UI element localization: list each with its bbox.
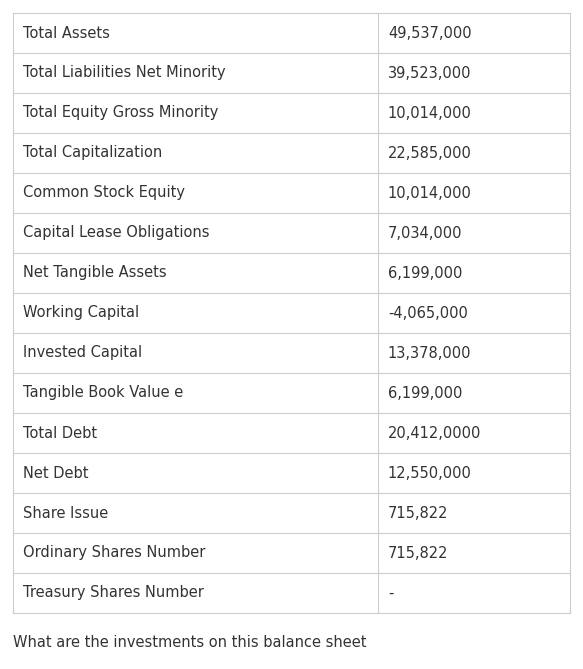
Text: Common Stock Equity: Common Stock Equity: [23, 185, 185, 201]
Text: Net Debt: Net Debt: [23, 466, 89, 480]
Text: 7,034,000: 7,034,000: [388, 225, 462, 240]
Text: Net Tangible Assets: Net Tangible Assets: [23, 266, 167, 280]
Text: 12,550,000: 12,550,000: [388, 466, 472, 480]
Text: 13,378,000: 13,378,000: [388, 345, 471, 361]
Text: 49,537,000: 49,537,000: [388, 25, 472, 41]
Text: 10,014,000: 10,014,000: [388, 185, 472, 201]
Text: Total Debt: Total Debt: [23, 425, 97, 440]
Text: 715,822: 715,822: [388, 545, 448, 561]
Text: Capital Lease Obligations: Capital Lease Obligations: [23, 225, 209, 240]
Text: 6,199,000: 6,199,000: [388, 266, 462, 280]
Text: Invested Capital: Invested Capital: [23, 345, 142, 361]
Text: Ordinary Shares Number: Ordinary Shares Number: [23, 545, 205, 561]
Text: Tangible Book Value e: Tangible Book Value e: [23, 385, 183, 401]
Text: What are the investments on this balance sheet: What are the investments on this balance…: [13, 635, 367, 650]
Text: Total Liabilities Net Minority: Total Liabilities Net Minority: [23, 66, 226, 80]
Text: Total Equity Gross Minority: Total Equity Gross Minority: [23, 106, 219, 120]
Text: 20,412,0000: 20,412,0000: [388, 425, 481, 440]
Text: Total Assets: Total Assets: [23, 25, 110, 41]
Text: 6,199,000: 6,199,000: [388, 385, 462, 401]
Text: Share Issue: Share Issue: [23, 506, 108, 520]
Text: Treasury Shares Number: Treasury Shares Number: [23, 585, 204, 601]
Text: -: -: [388, 585, 393, 601]
Text: Working Capital: Working Capital: [23, 306, 139, 320]
Text: Total Capitalization: Total Capitalization: [23, 145, 162, 161]
Text: 22,585,000: 22,585,000: [388, 145, 472, 161]
Text: 10,014,000: 10,014,000: [388, 106, 472, 120]
Text: -4,065,000: -4,065,000: [388, 306, 468, 320]
Text: 715,822: 715,822: [388, 506, 448, 520]
Text: 39,523,000: 39,523,000: [388, 66, 471, 80]
